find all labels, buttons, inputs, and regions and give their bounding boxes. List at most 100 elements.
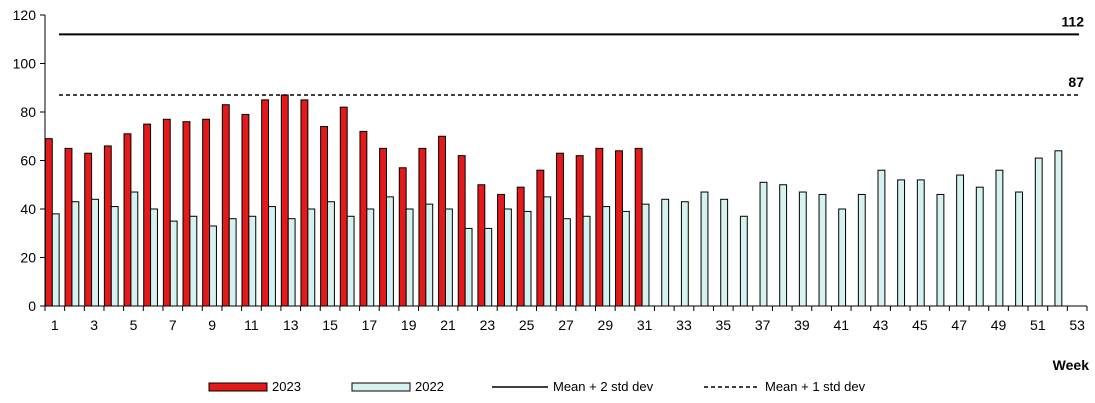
bar-2023 xyxy=(300,99,309,307)
x-tick-label: 17 xyxy=(362,317,378,333)
bar-2022 xyxy=(150,208,158,307)
bar-2022 xyxy=(975,186,984,307)
bar-2023 xyxy=(379,147,388,307)
bar-2022 xyxy=(857,193,866,307)
bar-2022 xyxy=(523,210,532,307)
bar-2023 xyxy=(634,147,643,307)
bar-2023 xyxy=(162,118,171,307)
bar-2022 xyxy=(562,218,571,307)
x-tick-label: 47 xyxy=(951,317,967,333)
bar-2022 xyxy=(169,220,178,307)
x-tick-label: 41 xyxy=(833,317,849,333)
bar-2022 xyxy=(386,196,394,307)
bar-2022 xyxy=(916,179,925,307)
x-axis: 1 3 5 7 9 11 13 15 17 19 21 23 25 27 29 31 33 35 37 39 41 43 4… xyxy=(44,305,1088,333)
bar-2023 xyxy=(575,155,584,307)
bar-2023 xyxy=(615,150,623,307)
bar-2022 xyxy=(759,181,768,307)
x-tick-label: 25 xyxy=(519,317,535,333)
bar-2023 xyxy=(182,121,191,307)
bar-2022 xyxy=(700,191,709,307)
y-tick-label: 60 xyxy=(20,153,36,169)
bars xyxy=(44,94,1063,307)
bar-2023 xyxy=(202,118,211,307)
x-tick-label: 11 xyxy=(244,317,259,333)
bar-2022 xyxy=(405,208,414,307)
bar-2022 xyxy=(818,193,827,307)
bar-2022 xyxy=(503,208,512,307)
x-tick-label: 29 xyxy=(598,317,614,333)
bar-2022 xyxy=(327,201,335,307)
bar-2022 xyxy=(936,193,945,307)
bar-2023 xyxy=(457,155,466,307)
x-tick-label: 3 xyxy=(90,317,98,333)
bar-2023 xyxy=(497,193,505,307)
bar-2023 xyxy=(418,147,427,307)
bar-2022 xyxy=(720,198,729,307)
x-tick-label: 9 xyxy=(208,317,216,333)
y-tick-label: 40 xyxy=(20,201,36,217)
bar-2023 xyxy=(516,186,525,307)
bar-2022 xyxy=(425,203,434,307)
bar-2023 xyxy=(359,130,368,307)
bar-2022 xyxy=(91,198,99,307)
bar-2023 xyxy=(320,126,329,307)
x-tick-label: 51 xyxy=(1030,317,1046,333)
bar-2022 xyxy=(1015,191,1024,307)
bar-2023 xyxy=(280,94,289,307)
bar-2022 xyxy=(995,169,1004,307)
x-tick-label: 21 xyxy=(440,317,456,333)
x-tick-label: 49 xyxy=(991,317,1007,333)
legend-swatch-2023 xyxy=(208,382,268,392)
x-tick-label: 27 xyxy=(558,317,574,333)
bar-2022 xyxy=(464,227,473,307)
x-tick-label: 35 xyxy=(715,317,731,333)
bar-2022 xyxy=(228,218,237,307)
bar-2022 xyxy=(680,201,689,307)
x-axis-title: Week xyxy=(1053,357,1090,373)
x-tick-label: 43 xyxy=(873,317,889,333)
bar-2023 xyxy=(595,147,604,307)
legend-swatch-2022 xyxy=(351,382,411,392)
y-tick-label: 20 xyxy=(20,250,36,266)
bar-2022 xyxy=(209,225,217,307)
bar-2023 xyxy=(477,184,486,307)
x-tick-label: 1 xyxy=(51,317,59,333)
bar-2022 xyxy=(956,174,965,307)
bar-2022 xyxy=(543,196,552,307)
legend-label-mean-1sd: Mean + 1 std dev xyxy=(765,379,866,394)
bar-2023 xyxy=(241,113,250,307)
bar-2022 xyxy=(877,169,886,307)
bar-2023 xyxy=(64,147,73,307)
bar-2023 xyxy=(556,152,564,307)
bar-2023 xyxy=(103,145,112,307)
bar-2022 xyxy=(307,208,316,307)
bar-2022 xyxy=(444,208,453,307)
x-tick-label: 45 xyxy=(912,317,928,333)
bar-2022 xyxy=(798,191,807,307)
x-tick-label: 5 xyxy=(130,317,138,333)
bar-2022 xyxy=(130,191,139,307)
bar-2023 xyxy=(84,152,93,307)
bar-2022 xyxy=(268,206,276,307)
x-tick-label: 31 xyxy=(637,317,653,333)
bar-2023 xyxy=(536,169,545,307)
bar-2022 xyxy=(484,227,493,307)
bar-2022 xyxy=(661,198,670,307)
mean-plus-2sd-label: 112 xyxy=(1061,13,1084,29)
x-tick-label: 13 xyxy=(283,317,299,333)
x-tick-label: 19 xyxy=(401,317,417,333)
bar-2022 xyxy=(1034,157,1043,307)
bar-2022 xyxy=(346,215,355,307)
y-axis: 0 20 40 60 80 100 120 xyxy=(13,7,46,314)
bar-2023 xyxy=(339,106,348,307)
mean-plus-1sd-label: 87 xyxy=(1068,74,1084,90)
x-tick-label: 15 xyxy=(322,317,338,333)
bar-2022 xyxy=(897,179,906,307)
bar-2023 xyxy=(438,135,446,307)
legend-label-mean-2sd: Mean + 2 std dev xyxy=(553,379,654,394)
bar-2022 xyxy=(739,215,748,307)
bar-2023 xyxy=(261,99,270,307)
y-tick-label: 100 xyxy=(13,56,37,72)
legend-label-2023: 2023 xyxy=(272,379,301,394)
